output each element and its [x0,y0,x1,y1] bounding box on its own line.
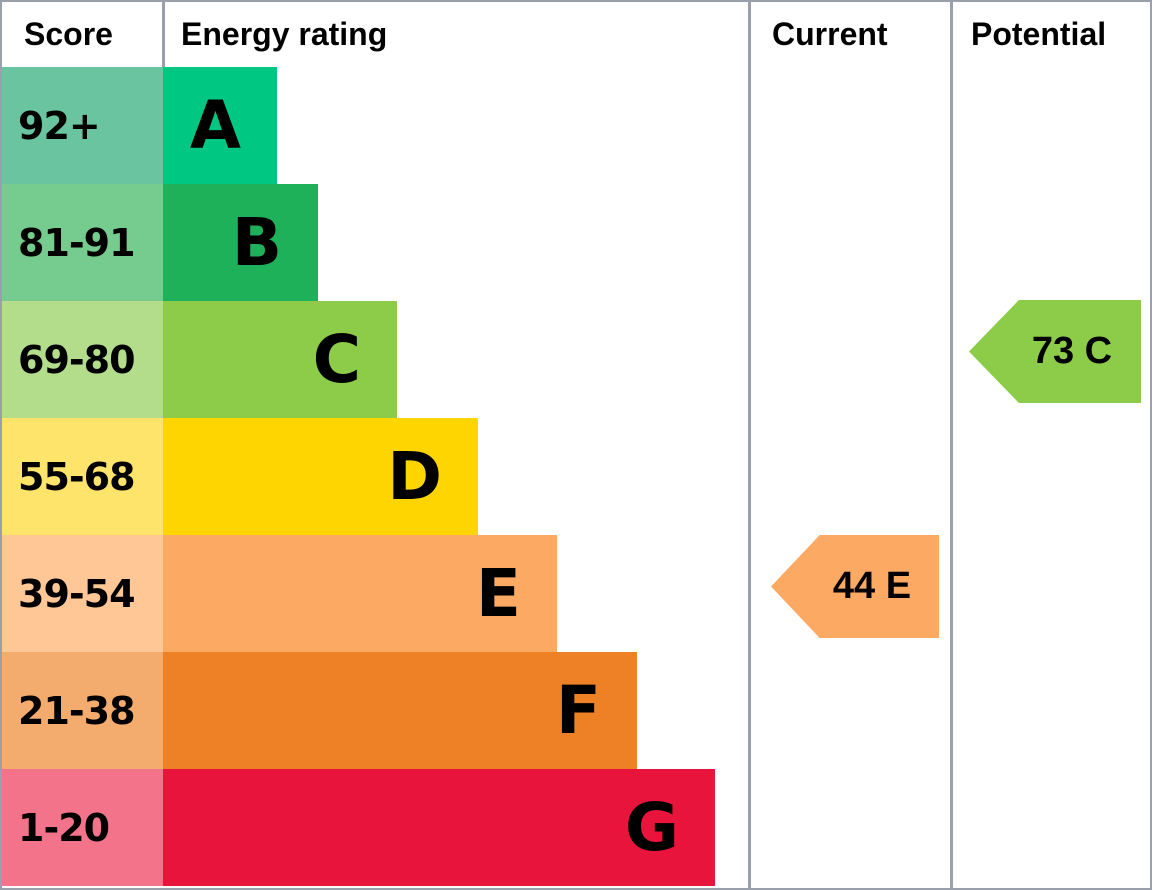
current-column-divider [748,2,751,888]
band-letter-a: A [189,86,241,164]
band-letter-d: D [387,437,442,515]
rating-bar-d: D [163,418,478,535]
rating-row-g: 1-20 G [2,769,748,886]
band-letter-b: B [231,203,282,281]
current-rating-label: 44 E [832,565,912,607]
rating-row-c: 69-80 C [2,301,748,418]
score-range-c: 69-80 [2,301,163,418]
potential-rating-label: 73 C [1031,330,1113,372]
score-range-d: 55-68 [2,418,163,535]
score-range-a: 92+ [2,67,163,184]
rating-row-f: 21-38 F [2,652,748,769]
score-column-header: Score [24,16,113,52]
rating-row-b: 81-91 B [2,184,748,301]
chart-header: Score Energy rating Current Potential [2,2,1150,67]
rating-row-a: 92+ A [2,67,748,184]
band-letter-e: E [475,554,521,632]
potential-column-header: Potential [971,16,1107,52]
potential-rating-arrow: 73 C [969,300,1141,403]
rating-bar-f: F [163,652,637,769]
potential-column-divider [950,2,953,888]
rating-bar-b: B [163,184,318,301]
score-range-f: 21-38 [2,652,163,769]
rating-bands: 92+ A 81-91 B 69-80 C 55-68 D 39-54 E 21… [2,67,748,886]
rating-bar-g: G [163,769,715,886]
rating-bar-a: A [163,67,277,184]
energy-rating-column-header: Energy rating [181,16,388,52]
score-range-g: 1-20 [2,769,163,886]
current-column-header: Current [772,16,888,52]
rating-bar-e: E [163,535,557,652]
score-range-b: 81-91 [2,184,163,301]
band-letter-f: F [555,671,601,749]
rating-bar-c: C [163,301,397,418]
header-divider [162,2,165,67]
current-rating-arrow: 44 E [771,535,939,638]
band-letter-g: G [624,788,679,866]
rating-row-e: 39-54 E [2,535,748,652]
rating-row-d: 55-68 D [2,418,748,535]
band-letter-c: C [312,320,361,398]
score-range-e: 39-54 [2,535,163,652]
